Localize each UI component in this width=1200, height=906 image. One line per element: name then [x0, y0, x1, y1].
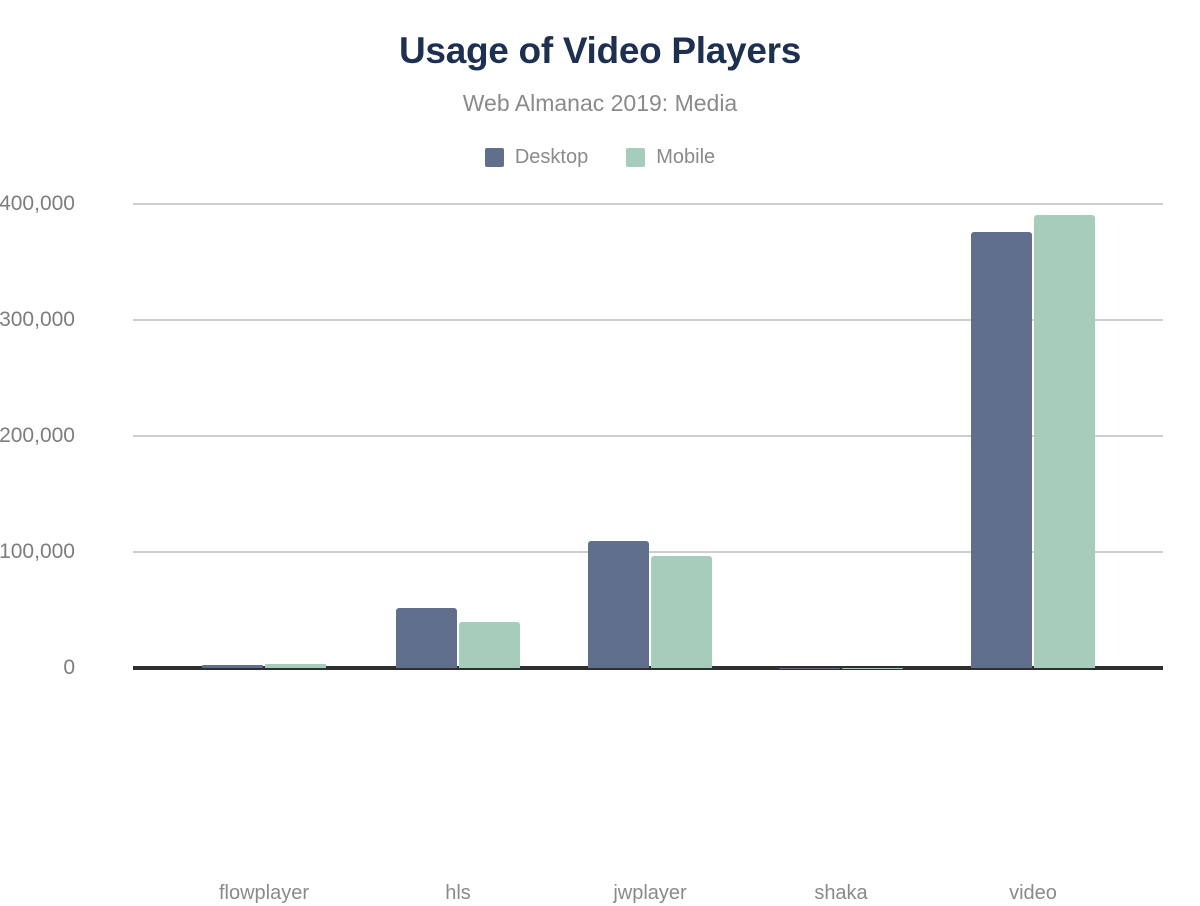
y-axis-tick-label: 400,000 — [0, 193, 75, 214]
legend-item-mobile[interactable]: Mobile — [626, 145, 715, 169]
y-axis-tick-label: 100,000 — [0, 541, 75, 562]
bar-video-desktop[interactable] — [971, 232, 1032, 668]
bar-chart: Usage of Video Players Web Almanac 2019:… — [0, 0, 1200, 742]
y-axis-tick-label: 200,000 — [0, 425, 75, 446]
bar-hls-mobile[interactable] — [459, 622, 520, 668]
bar-flowplayer-desktop[interactable] — [202, 665, 263, 668]
bar-flowplayer-mobile[interactable] — [265, 664, 326, 668]
bar-group — [202, 204, 326, 668]
bar-hls-desktop[interactable] — [396, 608, 457, 668]
y-axis-tick-label: 0 — [0, 657, 75, 678]
legend-item-desktop[interactable]: Desktop — [485, 145, 588, 169]
legend-label-mobile: Mobile — [656, 145, 715, 169]
x-axis-tick-label: hls — [348, 880, 568, 906]
bar-group — [971, 204, 1095, 668]
x-axis-tick-label: video — [923, 880, 1143, 906]
legend-swatch-desktop — [485, 148, 504, 167]
legend-label-desktop: Desktop — [515, 145, 588, 169]
chart-legend: Desktop Mobile — [0, 143, 1200, 171]
bar-group — [779, 204, 903, 668]
bar-group — [588, 204, 712, 668]
bar-jwplayer-desktop[interactable] — [588, 541, 649, 668]
bar-video-mobile[interactable] — [1034, 215, 1095, 668]
x-axis-tick-label: shaka — [731, 880, 951, 906]
chart-subtitle: Web Almanac 2019: Media — [0, 88, 1200, 118]
x-axis-tick-label: jwplayer — [540, 880, 760, 906]
bar-jwplayer-mobile[interactable] — [651, 556, 712, 668]
y-axis-tick-label: 300,000 — [0, 309, 75, 330]
legend-swatch-mobile — [626, 148, 645, 167]
x-axis-tick-label: flowplayer — [154, 880, 374, 906]
chart-title: Usage of Video Players — [0, 28, 1200, 74]
bar-group — [396, 204, 520, 668]
